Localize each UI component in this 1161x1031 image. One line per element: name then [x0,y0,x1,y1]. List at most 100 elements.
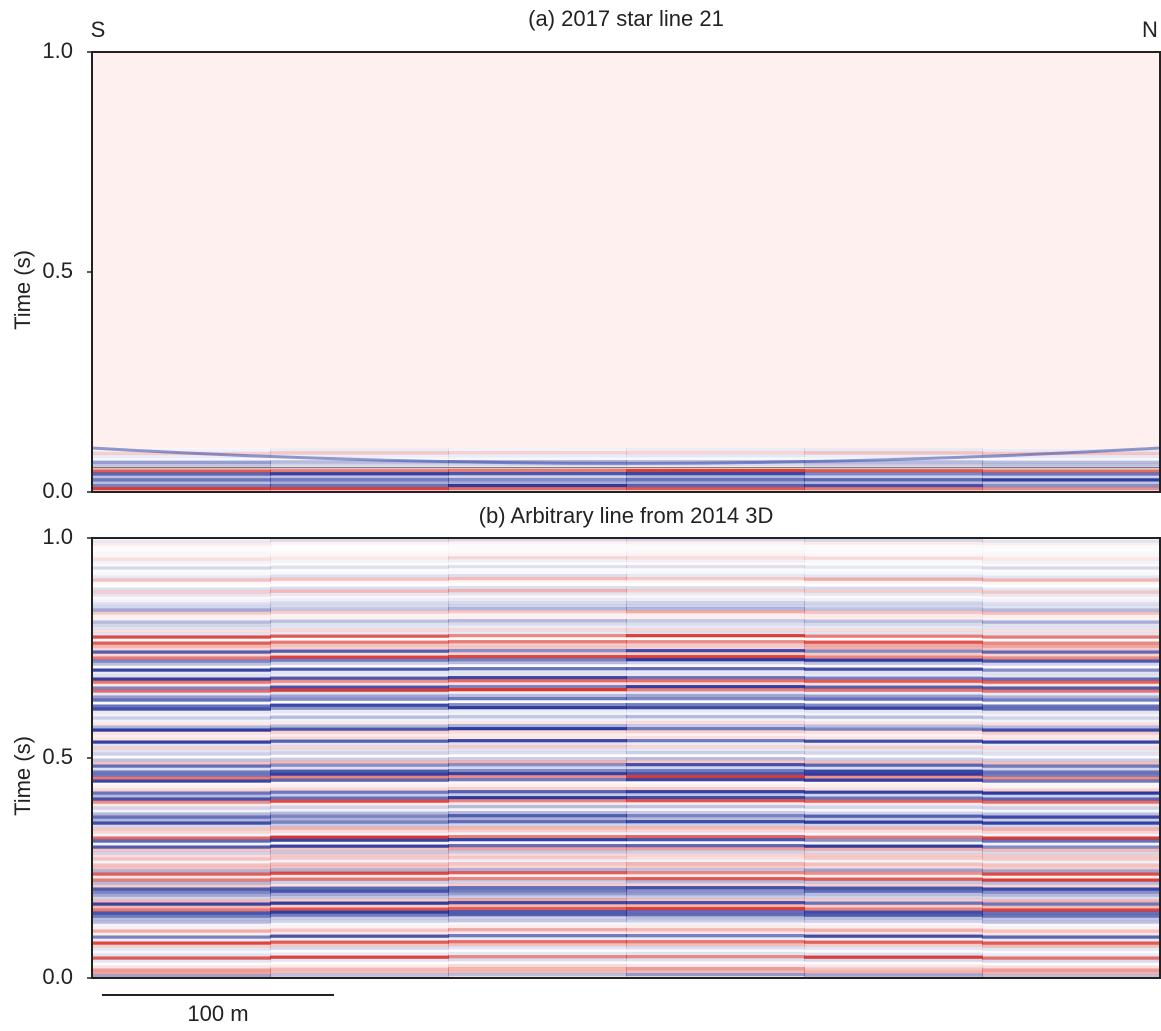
reflector [92,974,271,978]
reflector [448,883,627,887]
reflector [448,787,627,791]
reflector [982,569,1161,572]
reflector [626,973,805,977]
reflector [270,820,449,824]
reflector [448,664,627,667]
reflector [448,910,627,914]
reflector [448,721,627,725]
reflector [448,724,627,728]
reflector [448,562,627,565]
reflector [982,677,1160,681]
reflector [804,859,983,863]
reflector [982,620,1160,624]
reflector [804,682,983,686]
reflector [448,922,627,925]
reflector [804,584,983,587]
reflector [92,938,271,942]
reflector [448,949,627,952]
reflector [982,854,1160,858]
reflector [270,745,449,749]
reflector [92,842,271,846]
reflector [448,448,627,452]
reflector [804,472,983,476]
reflector [804,814,983,818]
reflector [626,685,805,689]
reflector [270,451,449,455]
y-tick-label: 1.0 [42,38,73,63]
reflector [804,706,983,710]
reflector [804,646,983,650]
reflector [804,892,983,896]
y-tick-label: 0.5 [42,258,73,283]
reflector [982,803,1160,807]
reflector [270,856,449,860]
reflector [982,950,1161,953]
reflector [92,448,271,453]
reflector [804,775,983,779]
reflector [92,599,271,603]
reflector [270,643,449,647]
reflector [92,854,271,858]
reflector [448,691,627,695]
reflector [982,656,1160,660]
reflector [270,865,449,869]
reflector [982,719,1160,723]
reflector [92,878,271,882]
reflector [626,877,805,881]
reflector [92,872,271,876]
reflector [270,724,449,728]
reflector [626,805,805,809]
reflector [92,545,271,548]
reflector [804,574,983,578]
reflector [448,838,627,842]
reflector [804,952,983,956]
reflector [804,538,983,542]
reflector [982,779,1160,783]
reflector [270,946,449,950]
reflector [804,907,983,911]
reflector [804,563,983,566]
reflector [982,551,1161,554]
reflector [626,553,805,557]
reflector [270,775,449,779]
reflector [982,548,1161,551]
reflector [982,650,1160,654]
seafloor-edge [92,446,1160,465]
reflector [626,931,805,935]
reflector [982,599,1160,603]
reflector [982,941,1160,945]
reflector [92,809,271,813]
reflector [92,719,271,723]
reflector [448,739,627,743]
reflector [448,547,627,550]
reflector [92,593,271,597]
reflector [448,574,627,578]
reflector [448,625,627,629]
reflector [982,605,1160,609]
reflector [626,907,805,911]
reflector [270,826,449,830]
reflector [804,701,983,704]
reflector [448,631,627,635]
reflector [982,662,1160,666]
reflector [92,896,271,900]
reflector [804,721,983,725]
reflector [92,539,271,543]
reflector [448,637,627,640]
reflector [626,703,805,707]
reflector [92,671,271,675]
reflector [270,703,449,707]
reflector [626,640,805,644]
reflector [626,544,805,547]
reflector [270,685,449,689]
reflector [982,689,1160,693]
reflector [804,868,983,872]
reflector [92,857,271,861]
reflector [804,469,983,473]
reflector [982,563,1161,566]
reflector [804,886,983,890]
reflector [92,827,271,831]
reflector [92,716,271,720]
seismic-image [92,52,1160,492]
